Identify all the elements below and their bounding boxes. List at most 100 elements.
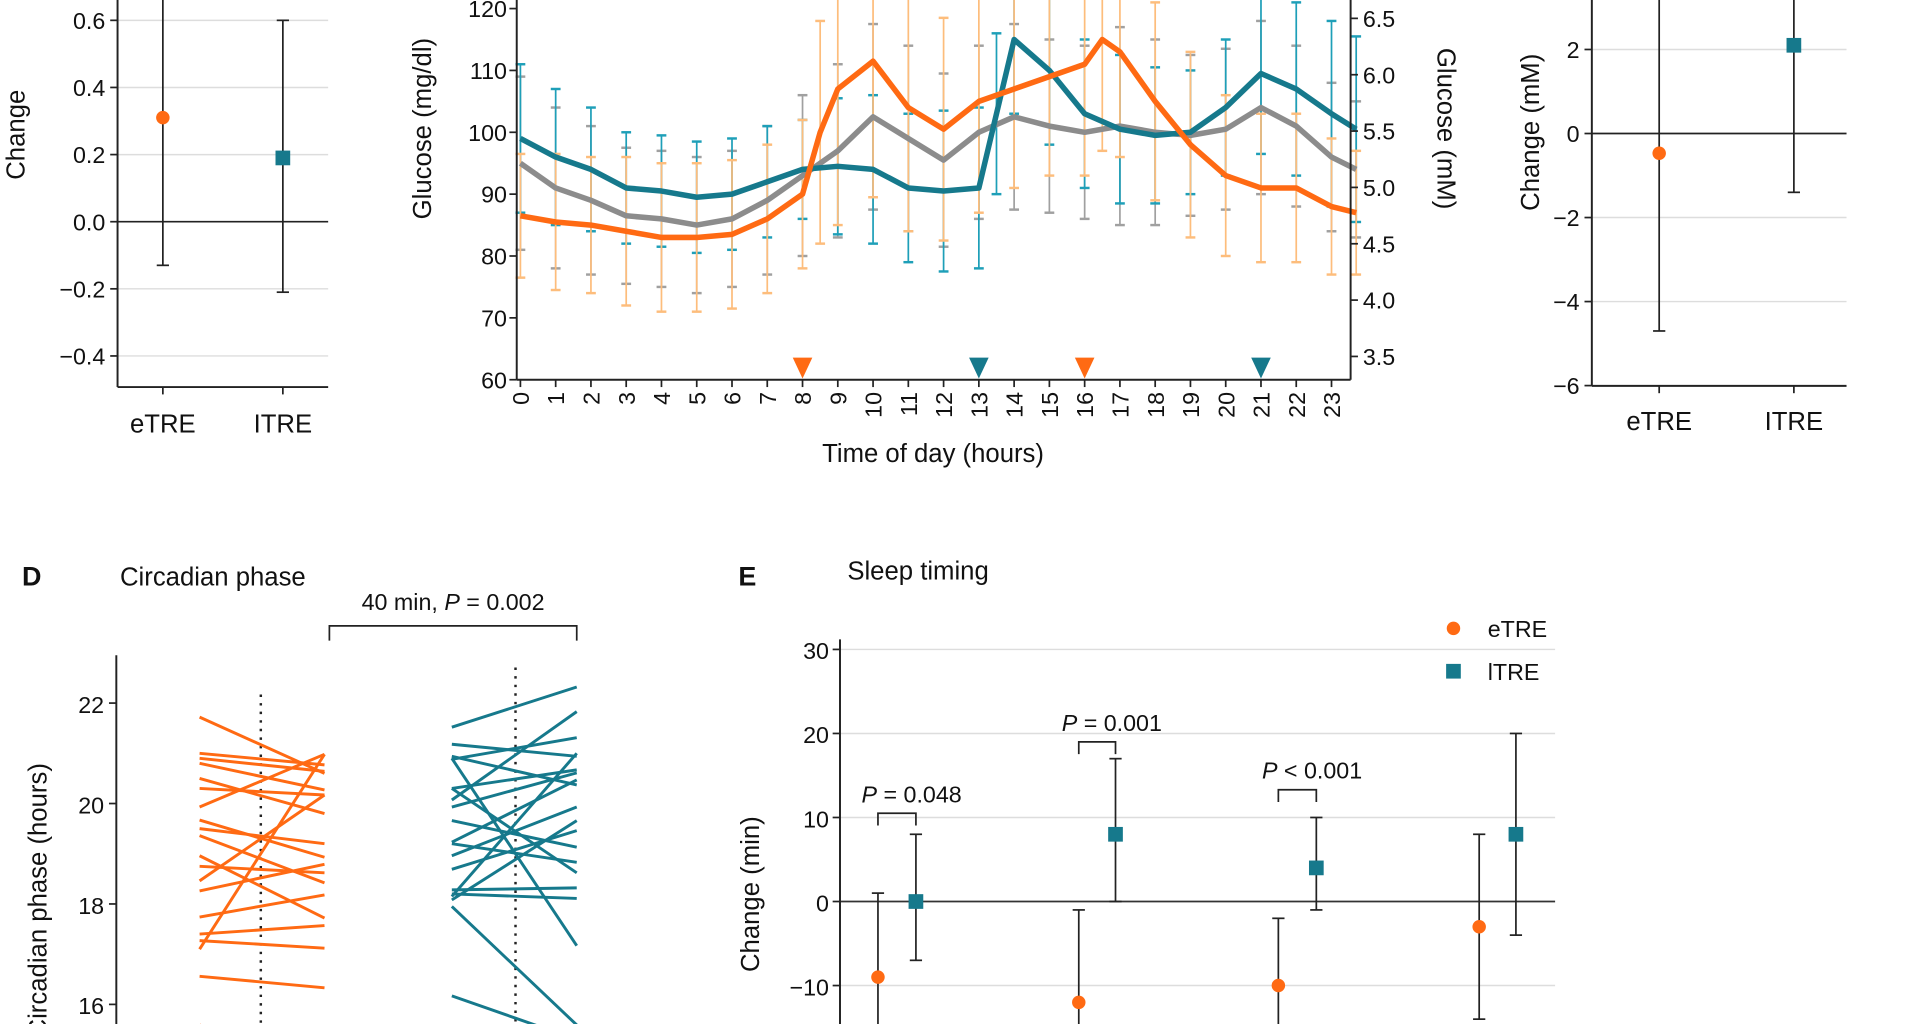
y-axis-label: Change (mM): [1517, 54, 1545, 211]
x-tick-label: 0: [508, 392, 534, 405]
x-tick-label: ITRE: [254, 410, 313, 438]
significance-annotation-value: = 0.002: [460, 589, 545, 615]
y-tick-label: 18: [78, 893, 104, 919]
x-tick-label: 3: [614, 392, 640, 405]
y-tick-label: 0: [816, 890, 829, 916]
participant-line: [451, 994, 537, 1024]
data-point-lTRE: [908, 894, 924, 909]
y-tick-label: −4: [1553, 289, 1580, 315]
data-point-eTRE: [1652, 146, 1666, 160]
participant-line: [451, 778, 578, 844]
legend-label: eTRE: [1488, 616, 1547, 642]
participant-line: [450, 905, 578, 1024]
x-tick-label: 12: [931, 392, 957, 418]
y-tick-label: 20: [78, 792, 104, 818]
participant-line: [451, 787, 578, 875]
participant-line: [199, 893, 325, 919]
x-tick-label: 4: [649, 392, 675, 405]
y-right-axis-label: Glucose (mM): [1432, 48, 1460, 209]
p-value-annotation: P < 0.001: [1262, 758, 1362, 784]
p-value-annotation: P = 0.048: [862, 781, 962, 807]
x-tick-label: 19: [1178, 392, 1204, 418]
data-point-eTRE: [1072, 995, 1086, 1010]
y-tick-label: 100: [468, 120, 507, 146]
y-tick-label: −0.2: [59, 276, 105, 302]
participant-line: [199, 786, 325, 797]
participant-line: [451, 886, 577, 892]
y-axis-label: Change: [2, 90, 30, 180]
y-tick-label: 16: [78, 993, 104, 1019]
data-point-ITRE: [275, 150, 291, 166]
participant-line: [451, 736, 577, 761]
y-tick-label: 60: [481, 367, 507, 393]
y-tick-label: 120: [468, 0, 507, 22]
y-right-tick-label: 4.5: [1363, 231, 1395, 257]
y-tick-label: −2: [1553, 205, 1580, 231]
x-tick-label: 21: [1249, 392, 1275, 418]
y-tick-label: 90: [481, 182, 507, 208]
participant-line: [451, 754, 578, 787]
y-tick-label: 80: [481, 244, 507, 270]
y-tick-label: 2: [1567, 37, 1580, 63]
participant-line: [451, 685, 578, 729]
data-point-eTRE: [871, 970, 885, 984]
y-right-tick-label: 5.0: [1363, 175, 1395, 201]
legend-marker-icon: [1446, 663, 1461, 679]
x-tick-label: 2: [579, 392, 605, 405]
p-value-annotation-p: P: [862, 781, 878, 807]
significance-annotation: 40 min, P = 0.002: [362, 589, 545, 615]
participant-line: [198, 793, 326, 883]
x-tick-label: 14: [1002, 392, 1028, 418]
y-axis-label: Change (min): [737, 816, 765, 972]
y-right-tick-label: 6.5: [1363, 6, 1395, 32]
participant-line: [450, 752, 578, 898]
legend-marker-icon: [1446, 621, 1461, 636]
y-tick-label: 70: [481, 305, 507, 331]
participant-line: [199, 939, 325, 950]
x-tick-label: 11: [896, 392, 922, 416]
y-tick-label: 10: [803, 806, 829, 832]
x-tick-label: 17: [1107, 392, 1133, 418]
x-tick-label: 18: [1143, 392, 1169, 418]
y-tick-label: −0.4: [59, 344, 105, 370]
data-point-lTRE: [1108, 826, 1123, 842]
significance-bracket: [328, 625, 578, 641]
significance-bracket: [1277, 788, 1318, 803]
x-tick-label: 16: [1072, 392, 1098, 418]
data-point-lTRE: [1308, 860, 1324, 876]
data-point-ITRE: [1786, 37, 1802, 53]
participant-line: [450, 710, 578, 802]
y-tick-label: 22: [78, 692, 104, 718]
x-tick-label: 9: [825, 392, 851, 405]
x-tick-label: 7: [755, 392, 781, 405]
y-tick-label: 30: [803, 638, 829, 664]
meal-marker-icon: [792, 357, 813, 379]
legend-label: lTRE: [1488, 659, 1540, 685]
data-point-eTRE: [1472, 919, 1486, 934]
data-point-eTRE: [156, 110, 170, 125]
participant-line: [450, 757, 578, 947]
panel-letter-e: E: [738, 561, 756, 591]
y-tick-label: 110: [470, 58, 507, 84]
y-right-tick-label: 5.5: [1363, 119, 1395, 145]
p-value-annotation-value: = 0.001: [1077, 710, 1162, 736]
x-tick-label: 10: [861, 392, 887, 418]
x-tick-label: 20: [1213, 392, 1239, 418]
participant-line: [199, 862, 325, 893]
x-tick-label: 15: [1037, 392, 1063, 418]
x-tick-label: ITRE: [1765, 408, 1824, 436]
significance-annotation-prefix: 40 min,: [362, 589, 445, 615]
participant-line: [199, 924, 325, 936]
significance-annotation-p: P: [444, 589, 460, 615]
meal-marker-icon: [1074, 357, 1095, 379]
p-value-annotation-p: P: [1262, 758, 1278, 784]
y-tick-label: 0.0: [73, 209, 105, 235]
significance-bracket: [877, 812, 917, 826]
y-right-tick-label: 4.0: [1363, 288, 1395, 314]
x-tick-label: 1: [543, 392, 569, 405]
x-tick-label: 13: [966, 392, 992, 418]
participant-line: [451, 742, 577, 758]
x-tick-label: 23: [1319, 392, 1345, 418]
x-tick-label: eTRE: [130, 410, 196, 438]
